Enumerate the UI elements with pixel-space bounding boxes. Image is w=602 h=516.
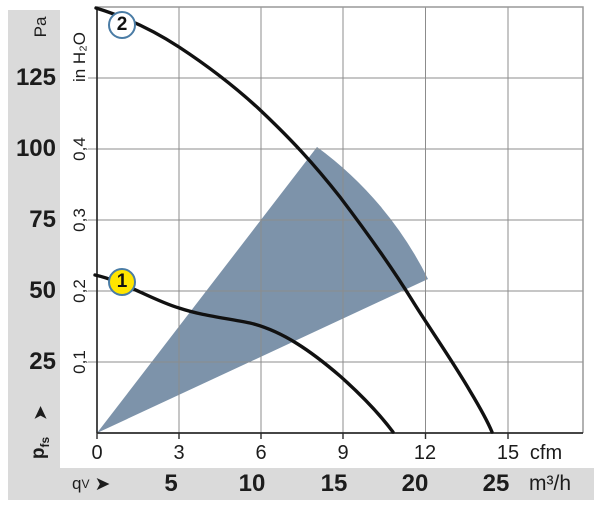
flow-axis-symbol: q V ➤ bbox=[72, 471, 110, 497]
grid-lines bbox=[88, 7, 583, 433]
inh2o-tick-03: 0,3 bbox=[70, 208, 89, 232]
cfm-tick-15: 15 bbox=[496, 442, 520, 464]
curve-2-marker-label: 2 bbox=[116, 14, 128, 35]
cfm-tick-9: 9 bbox=[337, 442, 349, 464]
inh2o-unit-label: in H₂O bbox=[70, 31, 89, 83]
pa-unit-label: Pa bbox=[31, 16, 50, 38]
pressure-axis-symbol: pfs bbox=[28, 437, 52, 459]
bottom-axis-band bbox=[8, 468, 594, 500]
m3h-tick-15: 15 bbox=[320, 470, 348, 497]
curve-2-marker: 2 bbox=[108, 11, 136, 39]
pressure-symbol-main: p bbox=[28, 447, 50, 460]
pa-tick-50: 50 bbox=[29, 277, 56, 304]
curve-1-marker: 1 bbox=[108, 268, 136, 296]
inh2o-tick-04: 0,4 bbox=[70, 137, 89, 161]
cfm-tick-3: 3 bbox=[173, 442, 185, 464]
inh2o-tick-01: 0,1 bbox=[70, 350, 89, 374]
inh2o-tick-02: 0,2 bbox=[70, 279, 89, 303]
flow-axis-arrow-icon: ➤ bbox=[94, 473, 111, 495]
pa-tick-125: 125 bbox=[15, 64, 56, 91]
pressure-symbol-sub: fs bbox=[37, 436, 52, 448]
m3h-tick-25: 25 bbox=[482, 470, 510, 497]
cfm-tick-6: 6 bbox=[255, 442, 267, 464]
pa-tick-75: 75 bbox=[29, 206, 56, 233]
pa-tick-100: 100 bbox=[15, 135, 56, 162]
cfm-tick-12: 12 bbox=[413, 442, 437, 464]
flow-symbol-sub: V bbox=[81, 477, 90, 491]
m3h-tick-20: 20 bbox=[401, 470, 429, 497]
curve-1-marker-label: 1 bbox=[116, 271, 128, 292]
curve-2-line bbox=[94, 6, 494, 434]
cfm-tick-0: 0 bbox=[91, 442, 103, 464]
axis-lines bbox=[96, 7, 583, 434]
curve-1-line bbox=[93, 273, 395, 434]
m3h-tick-10: 10 bbox=[238, 470, 266, 497]
operating-range-region bbox=[97, 147, 428, 433]
plot-border bbox=[97, 6, 584, 433]
flow-symbol-main: q bbox=[72, 474, 82, 493]
left-axis-band bbox=[8, 10, 60, 468]
m3h-tick-5: 5 bbox=[164, 470, 178, 497]
axis-tick-marks bbox=[96, 433, 509, 439]
pressure-axis-arrow-icon: ➤ bbox=[30, 405, 52, 421]
m3h-unit-label: m³/h bbox=[529, 472, 571, 495]
cfm-unit-label: cfm bbox=[529, 442, 563, 464]
pa-tick-25: 25 bbox=[29, 348, 56, 375]
